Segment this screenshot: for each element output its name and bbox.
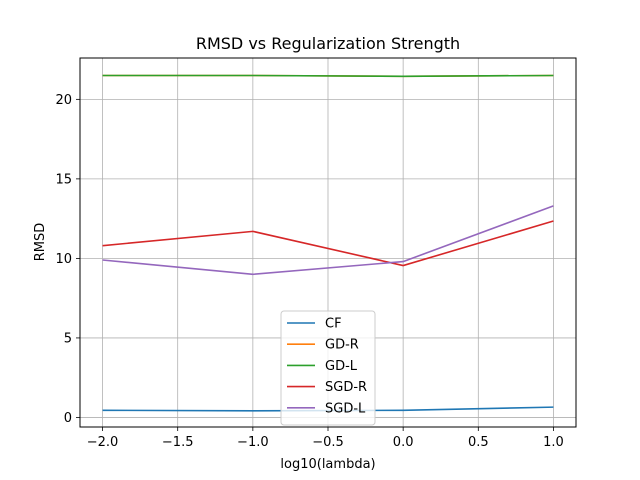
x-tick-label: −1.0 bbox=[237, 435, 269, 450]
chart-title: RMSD vs Regularization Strength bbox=[196, 34, 460, 53]
series-line-gd-l bbox=[102, 74, 554, 78]
series-line-sgd-l bbox=[102, 205, 554, 276]
x-tick-label: 0.5 bbox=[468, 435, 489, 450]
x-tick-label: −1.5 bbox=[162, 435, 194, 450]
x-tick-label: 1.0 bbox=[543, 435, 564, 450]
series-line-sgd-r bbox=[102, 220, 554, 267]
legend-label-cf: CF bbox=[325, 317, 342, 332]
legend-label-sgd-r: SGD-R bbox=[325, 380, 367, 395]
y-axis-label: RMSD bbox=[33, 223, 48, 262]
legend-label-sgd-l: SGD-L bbox=[325, 401, 366, 416]
y-axis-ticks: 0 5 10 15 20 bbox=[55, 93, 80, 426]
y-tick-label: 20 bbox=[55, 93, 72, 108]
legend-box bbox=[280, 310, 376, 426]
y-tick-label: 10 bbox=[55, 252, 72, 267]
y-tick-label: 15 bbox=[55, 172, 72, 187]
grid bbox=[80, 58, 576, 427]
x-tick-label: 0.0 bbox=[393, 435, 414, 450]
x-axis-ticks: −2.0 −1.5 −1.0 −0.5 0.0 0.5 1.0 bbox=[87, 427, 564, 450]
x-tick-label: −2.0 bbox=[87, 435, 119, 450]
x-tick-label: −0.5 bbox=[312, 435, 344, 450]
legend-label-gd-r: GD-R bbox=[325, 338, 359, 353]
x-axis-label: log10(lambda) bbox=[280, 457, 375, 472]
y-tick-label: 5 bbox=[64, 331, 72, 346]
legend: CF GD-R GD-L SGD-R SGD-L bbox=[280, 310, 376, 426]
legend-label-gd-l: GD-L bbox=[325, 359, 358, 374]
y-tick-label: 0 bbox=[64, 411, 72, 426]
